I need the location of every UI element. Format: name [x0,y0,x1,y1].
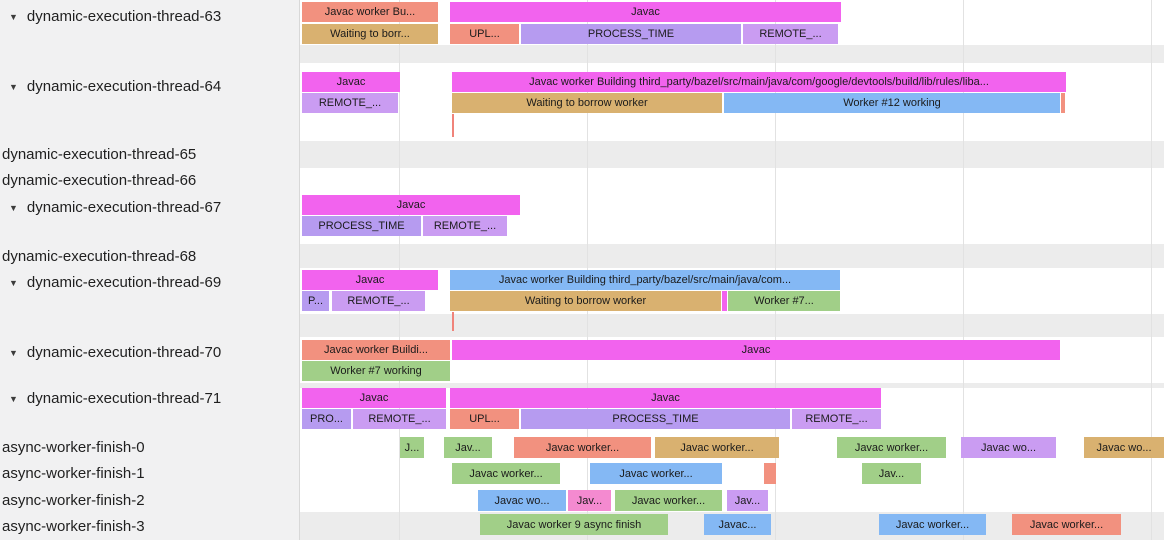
trace-span[interactable]: Waiting to borrow worker [452,93,722,113]
trace-span[interactable]: Javac worker... [1012,514,1121,535]
trace-span[interactable] [764,463,776,484]
trace-span[interactable]: REMOTE_... [302,93,398,113]
track-label[interactable]: ▼ dynamic-execution-thread-63 [0,7,298,26]
trace-span[interactable]: Javac wo... [961,437,1056,458]
trace-span[interactable]: J... [400,437,424,458]
track-label[interactable]: dynamic-execution-thread-68 [0,247,300,266]
row-background-band [300,383,1164,388]
trace-span[interactable]: REMOTE_... [353,409,446,429]
trace-span[interactable]: Javac worker... [615,490,722,511]
trace-span[interactable]: Javac wo... [1084,437,1164,458]
track-label-text: async-worker-finish-2 [2,492,145,509]
track-label-text: dynamic-execution-thread-67 [26,199,222,216]
time-gridline [1151,0,1152,540]
track-label[interactable]: ▼ dynamic-execution-thread-67 [0,198,298,217]
collapse-arrow-icon[interactable]: ▼ [9,81,18,92]
trace-instant-tick[interactable] [452,312,454,331]
trace-span[interactable]: Javac worker Building third_party/bazel/… [450,270,840,290]
trace-span[interactable]: Worker #7... [728,291,840,311]
track-label-text: async-worker-finish-3 [2,518,145,535]
trace-span[interactable]: Javac worker... [452,463,560,484]
trace-span[interactable]: PROCESS_TIME [521,24,741,44]
track-label[interactable]: async-worker-finish-0 [0,438,300,457]
track-label-text: dynamic-execution-thread-70 [26,344,222,361]
track-label-text: async-worker-finish-0 [2,439,145,456]
trace-span[interactable]: Worker #12 working [724,93,1060,113]
track-label[interactable]: dynamic-execution-thread-65 [0,145,300,164]
trace-span[interactable]: Javac [302,270,438,290]
track-label-text: dynamic-execution-thread-66 [2,172,197,189]
trace-instant-tick[interactable] [452,114,454,137]
trace-span[interactable]: PROCESS_TIME [521,409,790,429]
trace-span[interactable]: Javac wo... [478,490,566,511]
row-background-band [300,244,1164,268]
timeline-panel: Javac worker Bu... Javac Waiting to borr..… [300,0,1164,540]
track-label-text: dynamic-execution-thread-69 [26,274,222,291]
trace-span[interactable] [722,291,727,311]
trace-span[interactable]: PROCESS_TIME [302,216,421,236]
track-label-text: dynamic-execution-thread-68 [2,248,197,265]
collapse-arrow-icon[interactable]: ▼ [9,393,18,404]
trace-span[interactable]: Javac worker... [879,514,986,535]
track-label-text: dynamic-execution-thread-65 [2,146,197,163]
trace-span[interactable] [1061,93,1065,113]
track-label[interactable]: async-worker-finish-2 [0,491,300,510]
trace-span[interactable]: UPL... [450,409,519,429]
track-label-text: dynamic-execution-thread-71 [26,390,222,407]
track-label-text: dynamic-execution-thread-63 [26,8,222,25]
trace-span[interactable]: Waiting to borrow worker [450,291,721,311]
row-background-band [300,45,1164,63]
track-label[interactable]: async-worker-finish-1 [0,464,300,483]
trace-span[interactable]: REMOTE_... [743,24,838,44]
track-label[interactable]: dynamic-execution-thread-66 [0,171,300,190]
trace-span[interactable]: Jav... [727,490,768,511]
trace-span[interactable]: Javac [302,72,400,92]
trace-span[interactable]: Javac... [704,514,771,535]
trace-span[interactable]: Worker #7 working [302,361,450,381]
row-background-band [300,141,1164,168]
collapse-arrow-icon[interactable]: ▼ [9,202,18,213]
trace-span[interactable]: PRO... [302,409,351,429]
track-label[interactable]: async-worker-finish-3 [0,517,300,536]
trace-span[interactable]: Waiting to borr... [302,24,438,44]
trace-span[interactable]: Javac [302,195,520,215]
track-label[interactable]: ▼ dynamic-execution-thread-70 [0,343,298,362]
trace-span[interactable]: Javac worker... [514,437,651,458]
track-label-text: dynamic-execution-thread-64 [26,78,222,95]
trace-span[interactable]: Javac [302,388,446,408]
trace-span[interactable]: REMOTE_... [423,216,507,236]
trace-span[interactable]: Jav... [568,490,611,511]
collapse-arrow-icon[interactable]: ▼ [9,347,18,358]
trace-span[interactable]: Javac worker... [590,463,722,484]
trace-span[interactable]: Javac worker 9 async finish [480,514,668,535]
trace-span[interactable]: Javac worker Bu... [302,2,438,22]
trace-span[interactable]: Javac worker... [837,437,946,458]
trace-span[interactable]: Javac [450,388,881,408]
collapse-arrow-icon[interactable]: ▼ [9,277,18,288]
trace-span[interactable]: P... [302,291,329,311]
trace-span[interactable]: Javac [452,340,1060,360]
track-label[interactable]: ▼ dynamic-execution-thread-71 [0,389,298,408]
trace-span[interactable]: Javac worker... [655,437,779,458]
trace-span[interactable]: REMOTE_... [792,409,881,429]
trace-span[interactable]: Jav... [444,437,492,458]
track-label-text: async-worker-finish-1 [2,465,145,482]
trace-span[interactable]: Javac [450,2,841,22]
trace-span[interactable]: Javac worker Building third_party/bazel/… [452,72,1066,92]
trace-span[interactable]: Jav... [862,463,921,484]
time-gridline [963,0,964,540]
collapse-arrow-icon[interactable]: ▼ [9,11,18,22]
track-label[interactable]: ▼ dynamic-execution-thread-64 [0,77,298,96]
trace-span[interactable]: REMOTE_... [332,291,425,311]
track-name-panel: ▼ dynamic-execution-thread-63 ▼ dynamic-exe… [0,0,300,540]
row-background-band [300,314,1164,337]
trace-span[interactable]: Javac worker Buildi... [302,340,450,360]
trace-span[interactable]: UPL... [450,24,519,44]
track-label[interactable]: ▼ dynamic-execution-thread-69 [0,273,298,292]
